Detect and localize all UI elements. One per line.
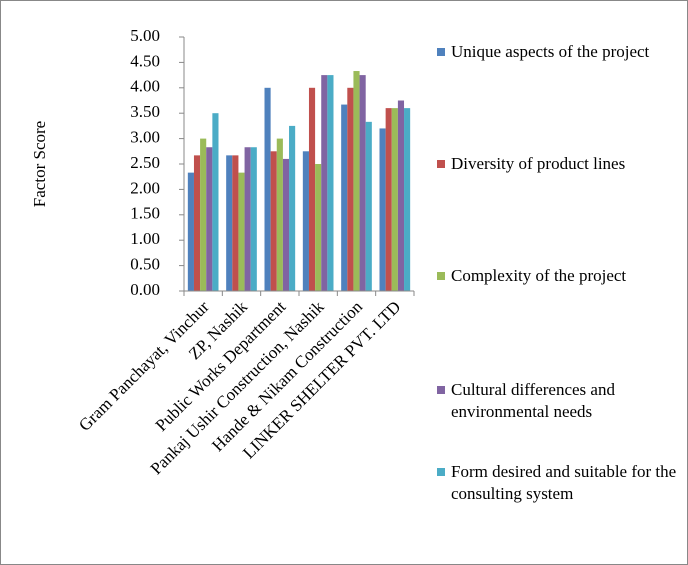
legend-label: Diversity of product lines xyxy=(451,154,626,173)
legend-swatch xyxy=(437,386,445,394)
bar xyxy=(341,104,348,292)
x-tick-label: Gram Panchayat, Vinchur xyxy=(75,297,213,435)
bar xyxy=(365,121,372,291)
legend-label: Complexity of the project xyxy=(451,266,627,285)
legend-entry: Form desired and suitable for the consul… xyxy=(437,461,677,505)
y-tick-label: 3.00 xyxy=(130,128,160,147)
y-tick-label: 4.50 xyxy=(130,51,160,70)
y-tick-label: 0.00 xyxy=(130,280,160,299)
legend-entry: Unique aspects of the project xyxy=(437,41,677,63)
bar xyxy=(226,155,233,291)
bar xyxy=(353,71,360,291)
bar xyxy=(391,108,398,292)
legend-entry: Diversity of product lines xyxy=(437,153,677,175)
y-tick-label: 1.50 xyxy=(130,204,160,223)
bar xyxy=(238,172,245,291)
bar xyxy=(321,75,328,291)
bar xyxy=(289,125,296,292)
legend-swatch xyxy=(437,272,445,280)
bar xyxy=(193,155,201,291)
y-tick-label: 2.00 xyxy=(130,178,160,197)
bar xyxy=(270,151,277,291)
y-tick-label: 4.00 xyxy=(130,77,160,96)
bar xyxy=(206,147,213,291)
bar xyxy=(385,108,392,292)
y-tick-label: 5.00 xyxy=(130,26,160,45)
bar xyxy=(232,155,239,291)
bar xyxy=(302,151,309,291)
bar xyxy=(200,138,207,291)
y-tick-label: 0.50 xyxy=(130,255,160,274)
bar xyxy=(212,113,219,291)
bar xyxy=(250,147,257,291)
bar xyxy=(347,87,354,291)
legend-label: Form desired and suitable for the consul… xyxy=(451,462,677,503)
legend-entry: Cultural differences and environmental n… xyxy=(437,379,677,423)
bar xyxy=(315,164,322,291)
legend-swatch xyxy=(437,468,445,476)
legend-entry: Complexity of the project xyxy=(437,265,677,287)
bar xyxy=(187,172,194,291)
bar xyxy=(282,158,290,291)
legend-label: Cultural differences and environmental n… xyxy=(451,380,615,421)
bar xyxy=(379,128,386,291)
bar xyxy=(397,100,405,291)
legend-swatch xyxy=(437,160,445,168)
y-tick-label: 1.00 xyxy=(130,229,160,248)
legend-swatch xyxy=(437,48,445,56)
legend-label: Unique aspects of the project xyxy=(451,42,650,61)
bar xyxy=(404,108,411,292)
bar xyxy=(359,75,366,291)
y-tick-label: 3.50 xyxy=(130,102,160,121)
y-tick-label: 2.50 xyxy=(130,153,160,172)
bar xyxy=(308,87,316,291)
bar xyxy=(276,138,283,291)
bar xyxy=(264,87,271,291)
y-axis-title: Factor Score xyxy=(30,121,49,207)
bar xyxy=(327,75,334,291)
bar xyxy=(244,147,251,291)
